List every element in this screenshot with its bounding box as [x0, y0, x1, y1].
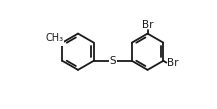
Text: O: O — [46, 33, 54, 43]
Text: O: O — [55, 36, 63, 46]
Text: Br: Br — [167, 58, 178, 68]
Text: S: S — [109, 56, 116, 66]
Text: CH₃: CH₃ — [46, 33, 64, 43]
Text: Br: Br — [142, 20, 153, 30]
